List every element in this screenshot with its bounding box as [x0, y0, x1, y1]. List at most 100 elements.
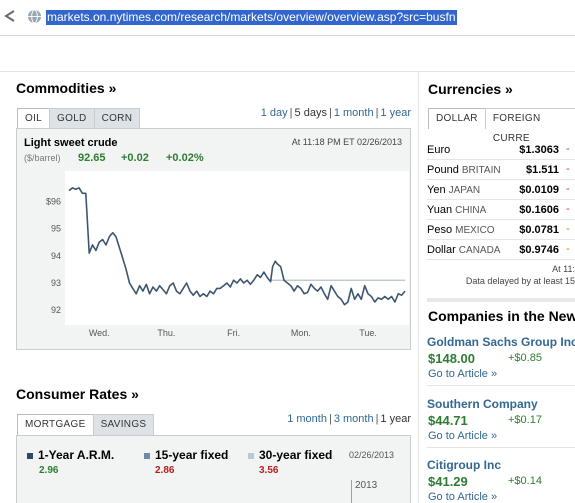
plot-area [65, 171, 409, 325]
currency-row: Pound BRITAIN $1.511- [427, 160, 575, 180]
range-1-month[interactable]: 1 month [333, 107, 374, 119]
price-series-line [68, 187, 406, 306]
consumer-rates-range-links: 1 month | 3 month | 1 year [287, 413, 411, 425]
rate-label: 15-year fixed [155, 448, 229, 462]
currency-change: - [566, 163, 570, 175]
commodities-title[interactable]: Commodities » [16, 80, 117, 96]
currency-value: $1.3063 [519, 144, 559, 156]
range-1-year[interactable]: 1 year [380, 107, 411, 119]
currency-change: - [566, 183, 570, 195]
rates-range-1-month[interactable]: 1 month [287, 413, 327, 425]
rates-chart-year-label: 2013 [355, 480, 378, 491]
currency-value: $0.0781 [519, 224, 559, 236]
currency-delay-note: Data delayed by at least 15 [465, 276, 575, 286]
tab-corn[interactable]: CORN [93, 108, 141, 129]
currency-change: - [566, 143, 570, 155]
currency-value: $1.511 [525, 164, 559, 176]
x-tick-label: Wed. [89, 328, 110, 338]
companies-title: Companies in the New [428, 308, 575, 324]
y-tick-label: $96 [46, 196, 61, 206]
currency-country: CHINA [455, 205, 487, 216]
x-tick-label: Thu. [157, 328, 175, 338]
company-change: +$0.14 [508, 475, 542, 487]
rate-15-year-fixed: 15-year fixed [144, 448, 228, 462]
currency-change: - [566, 243, 570, 255]
tab-savings[interactable]: SAVINGS [92, 414, 155, 435]
currency-change: - [566, 223, 570, 235]
currencies-title[interactable]: Currencies » [428, 81, 513, 97]
y-tick-label: 93 [51, 278, 61, 288]
rates-chart-year-line [351, 480, 352, 503]
currency-change: - [566, 203, 570, 215]
currency-name: Yen JAPAN [427, 184, 480, 196]
page-header-strip [0, 36, 575, 72]
rate-1-year-arm: 1-Year A.R.M. [27, 448, 114, 462]
currency-timestamp: At 11: [552, 264, 575, 274]
rate-30-year-fixed: 30-year fixed [248, 448, 332, 462]
consumer-rates-title[interactable]: Consumer Rates » [16, 386, 139, 402]
currency-name: Pound BRITAIN [427, 164, 501, 176]
y-tick-label: 95 [51, 224, 61, 234]
currencies-tabs: DOLLAR FOREIGN CURRE [428, 108, 575, 144]
rate-value: 2.96 [39, 465, 59, 476]
currency-label: Peso [427, 224, 453, 236]
rate-value: 3.56 [259, 465, 279, 476]
currency-row: Peso MEXICO $0.0781- [427, 220, 575, 240]
company-name-link[interactable]: Southern Company [427, 397, 538, 411]
y-tick-label: 94 [51, 251, 61, 261]
currency-label: Pound [427, 164, 459, 176]
company-divider [427, 447, 575, 448]
rate-label: 30-year fixed [259, 448, 333, 462]
x-tick-label: Tue. [359, 328, 377, 338]
legend-swatch-icon [144, 452, 150, 459]
rate-value: 2.86 [155, 465, 175, 476]
globe-icon [27, 9, 42, 24]
rates-range-3-month[interactable]: 3 month [333, 413, 374, 425]
company-name-link[interactable]: Citigroup Inc [427, 458, 501, 472]
go-to-article-link[interactable]: Go to Article » [428, 368, 498, 380]
company-item: Goldman Sachs Group Inc $148.00 +$0.85 G… [427, 335, 575, 386]
range-1-day[interactable]: 1 day [260, 107, 288, 119]
commodities-tabs: OIL GOLD CORN [17, 108, 141, 129]
url-field[interactable]: markets.on.nytimes.com/research/markets/… [46, 10, 457, 25]
company-price: $41.29 [428, 474, 468, 489]
tab-foreign-currency[interactable]: FOREIGN CURRE [484, 108, 575, 144]
currency-value: $0.9746 [519, 244, 559, 256]
tab-oil[interactable]: OIL [17, 108, 51, 129]
currency-label: Dollar [427, 244, 456, 256]
consumer-rates-panel: 1-Year A.R.M. 2.96 15-year fixed 2.86 30… [16, 435, 411, 503]
companies-divider [427, 298, 575, 302]
chart-title: Light sweet crude [24, 137, 118, 149]
tab-mortgage[interactable]: MORTGAGE [17, 414, 94, 435]
back-arrow-icon[interactable] [0, 8, 20, 24]
company-divider [427, 385, 575, 386]
currency-value: $0.1606 [519, 204, 559, 216]
column-divider [418, 72, 419, 503]
y-tick-label: 92 [51, 305, 61, 315]
company-change: +$0.85 [508, 352, 542, 364]
company-name-link[interactable]: Goldman Sachs Group Inc [427, 335, 575, 349]
currency-name: Yuan CHINA [427, 204, 486, 216]
currency-label: Yuan [427, 204, 453, 216]
tab-dollar[interactable]: DOLLAR [428, 108, 486, 129]
x-tick-label: Mon. [291, 328, 311, 338]
currency-country: CANADA [458, 245, 501, 256]
company-item: Southern Company $44.71 +$0.17 Go to Art… [427, 397, 575, 448]
chart-plot: $96 95 94 93 92 Wed. Thu. Fri. Mon. Tue. [46, 171, 409, 338]
x-tick-label: Fri. [227, 328, 240, 338]
commodities-range-links: 1 day | 5 days | 1 month | 1 year [260, 107, 411, 119]
chart-change: +0.02 [121, 152, 149, 164]
currency-value: $0.0109 [519, 184, 559, 196]
commodity-chart: Light sweet crude At 11:18 PM ET 02/26/2… [16, 128, 411, 350]
legend-swatch-icon [27, 452, 33, 459]
rates-date: 02/26/2013 [348, 450, 394, 460]
company-change: +$0.17 [508, 414, 542, 426]
currency-row: Yen JAPAN $0.0109- [427, 180, 575, 200]
currency-row: Yuan CHINA $0.1606- [427, 200, 575, 220]
go-to-article-link[interactable]: Go to Article » [428, 430, 498, 442]
go-to-article-link[interactable]: Go to Article » [428, 491, 498, 503]
currency-row: Euro $1.3063- [427, 140, 575, 160]
tab-gold[interactable]: GOLD [49, 108, 95, 129]
rate-label: 1-Year A.R.M. [38, 448, 115, 462]
consumer-rates-tabs: MORTGAGE SAVINGS [17, 414, 155, 435]
